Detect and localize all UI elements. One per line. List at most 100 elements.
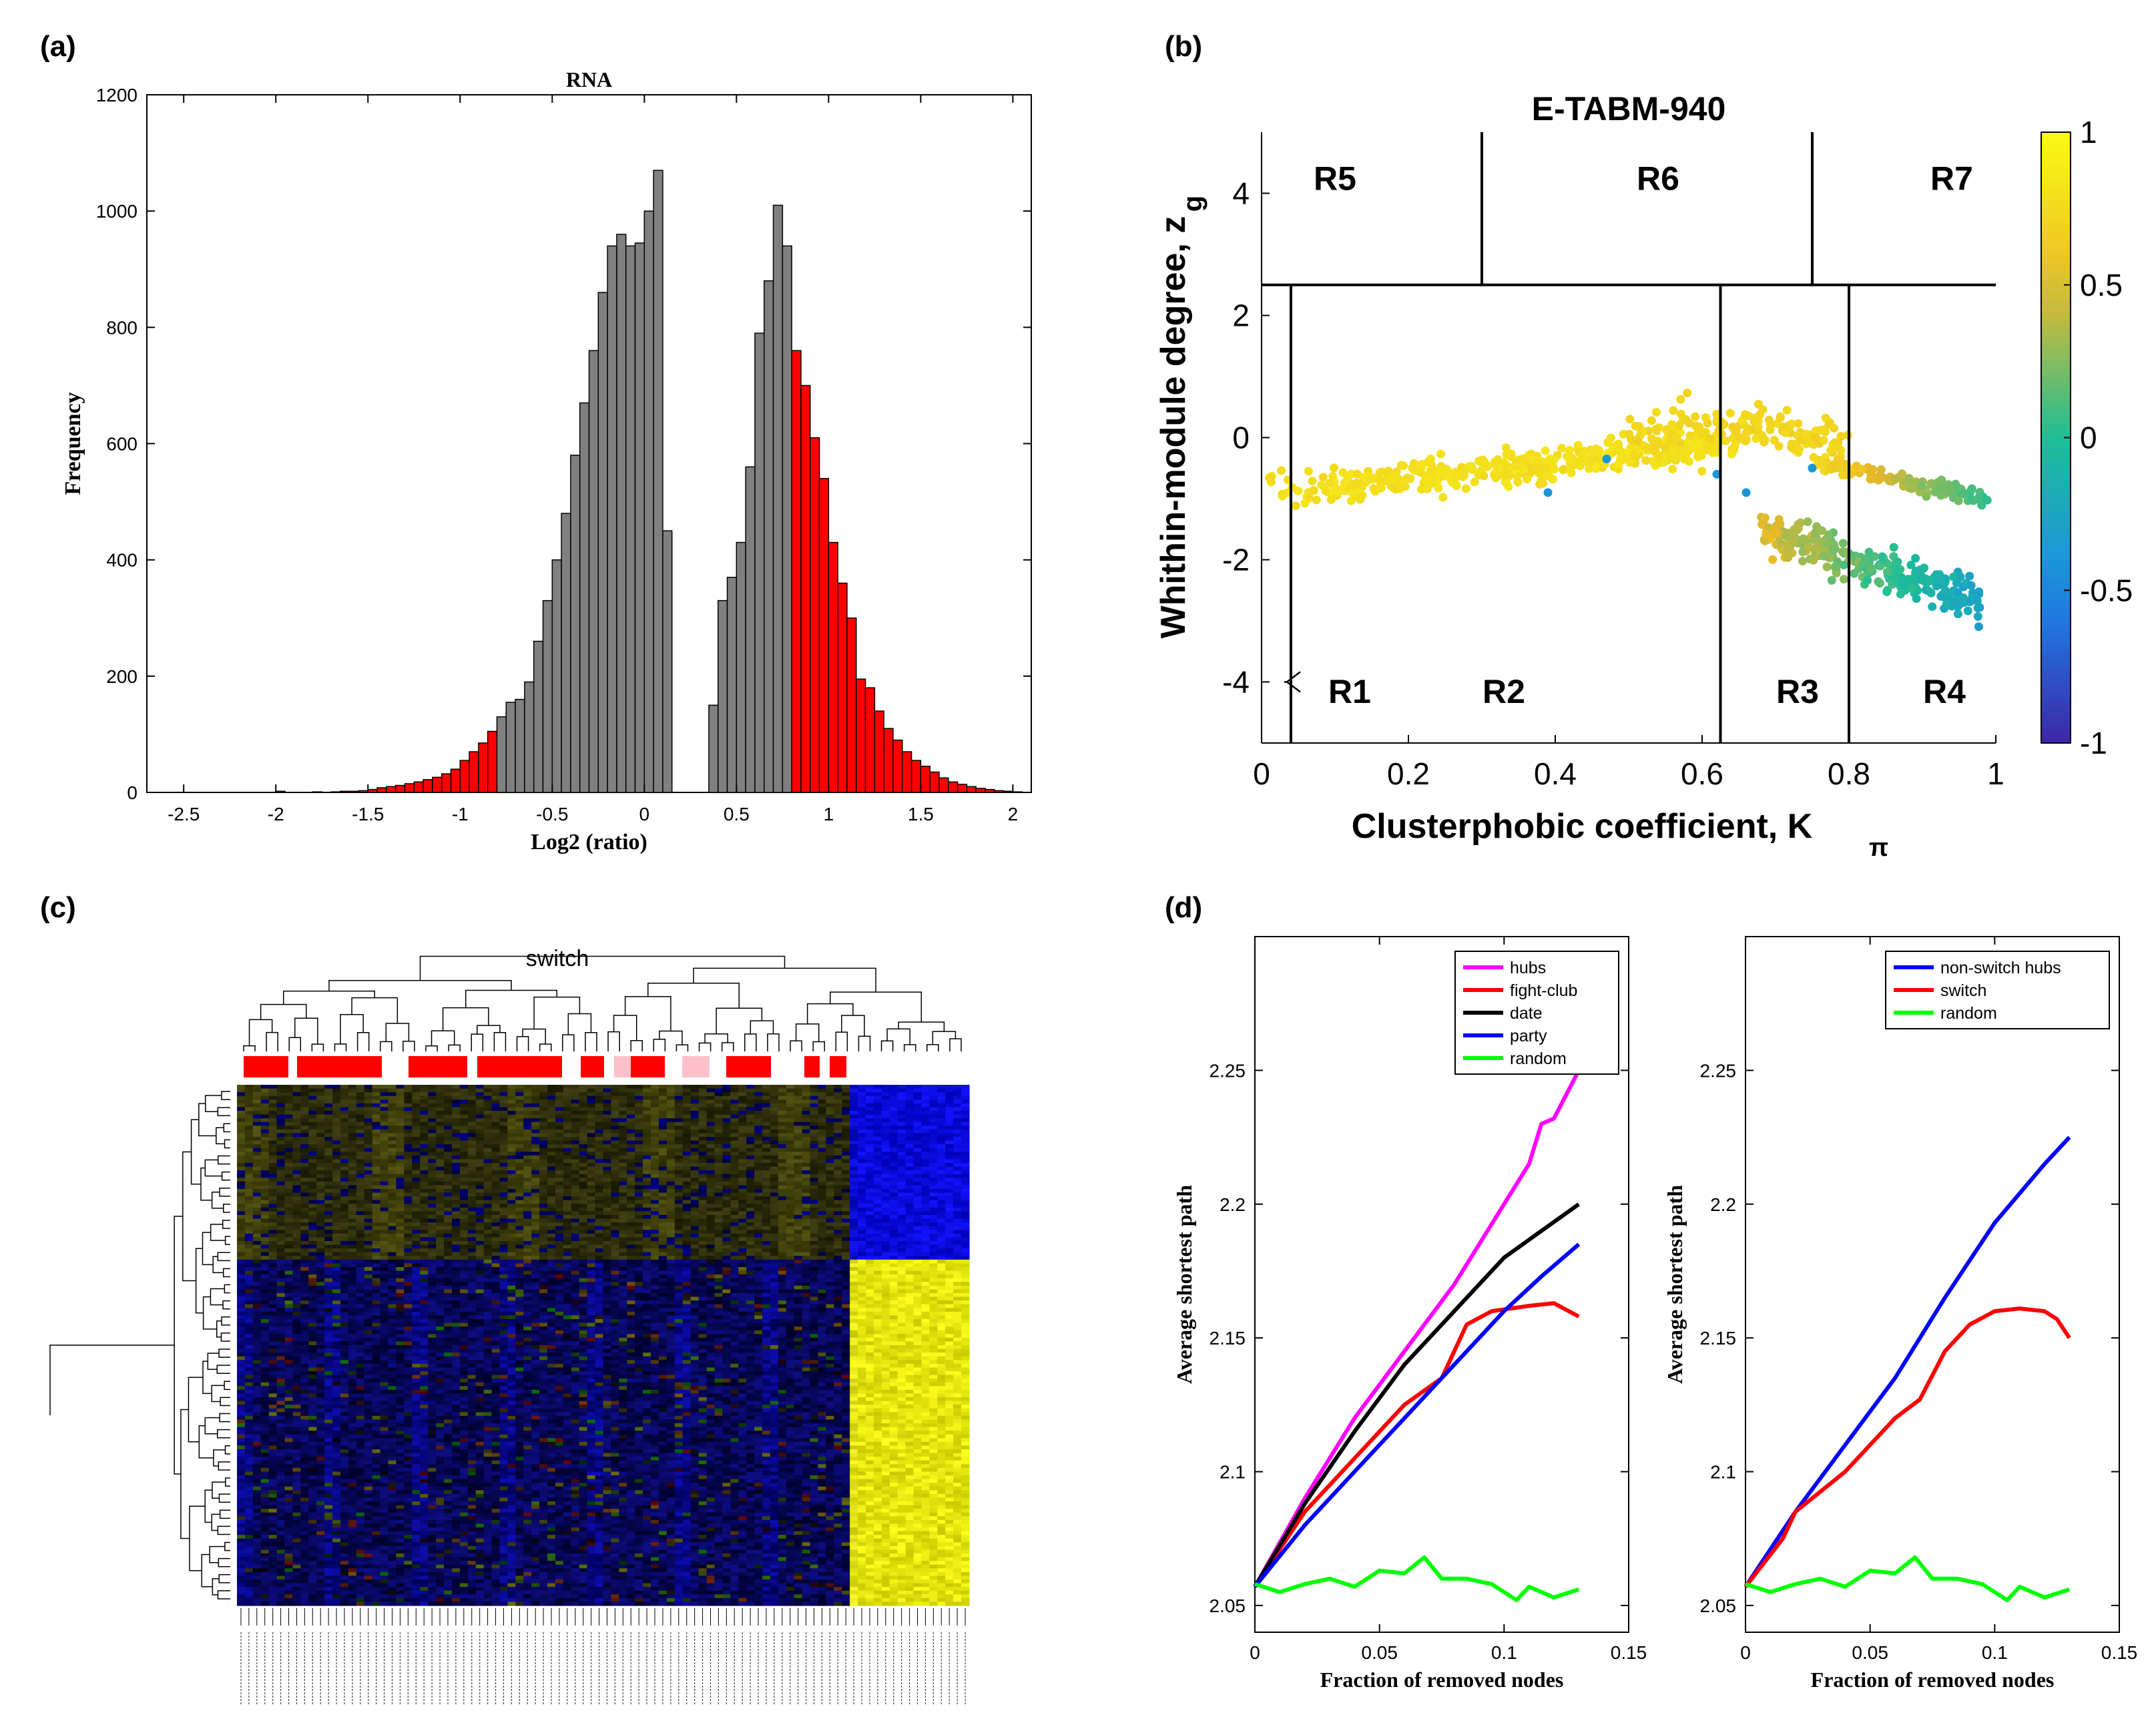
- heatmap-cell: [635, 1129, 643, 1134]
- heatmap-cell: [412, 1095, 421, 1100]
- heatmap-cell: [531, 1215, 540, 1220]
- heatmap-cell: [364, 1196, 373, 1201]
- scatter-point: [1312, 495, 1321, 505]
- heatmap-cell: [260, 1185, 270, 1190]
- heatmap-cell: [340, 1159, 349, 1164]
- heatmap-cell: [834, 1159, 842, 1164]
- heatmap-cell: [531, 1088, 540, 1093]
- heatmap-cell: [372, 1144, 381, 1149]
- scatter-point: [1427, 461, 1436, 470]
- heatmap-cell: [698, 1189, 708, 1194]
- heatmap-cell: [436, 1174, 445, 1178]
- heatmap-cell: [873, 1181, 882, 1186]
- scatter-point: [1827, 575, 1836, 585]
- heatmap-cell: [961, 1230, 970, 1234]
- scatter-point: [1766, 425, 1775, 435]
- heatmap-cell: [698, 1140, 708, 1145]
- heatmap-cell: [483, 1118, 493, 1123]
- heatmap-cell: [332, 1211, 341, 1216]
- heatmap-cell: [237, 1140, 246, 1145]
- heatmap-cell: [300, 1233, 309, 1238]
- heatmap-cell: [380, 1107, 389, 1112]
- scatter-point: [1876, 561, 1885, 571]
- heatmap-cell: [643, 1155, 651, 1160]
- heatmap-cell: [491, 1122, 501, 1126]
- heatmap-cell: [754, 1230, 763, 1234]
- heatmap-cell: [451, 1218, 461, 1223]
- scatter-point: [1863, 575, 1872, 585]
- heatmap-cell: [340, 1152, 349, 1156]
- heatmap-cell: [428, 1215, 437, 1220]
- heatmap-cell: [396, 1218, 405, 1223]
- heatmap-cell: [714, 1181, 723, 1186]
- heatmap-cell: [380, 1207, 389, 1212]
- heatmap-cell: [372, 1155, 381, 1160]
- heatmap-cell: [945, 1144, 954, 1149]
- heatmap-cell: [802, 1092, 811, 1097]
- heatmap-cell: [451, 1092, 461, 1097]
- heatmap-cell: [603, 1111, 612, 1116]
- heatmap-cell: [579, 1207, 588, 1212]
- heatmap-cell: [722, 1192, 731, 1197]
- heatmap-cell: [778, 1230, 787, 1234]
- heatmap-cell: [690, 1207, 700, 1212]
- heatmap-cell: [284, 1207, 294, 1212]
- heatmap-cell: [499, 1218, 509, 1223]
- heatmap-cell: [459, 1118, 469, 1123]
- heatmap-cell: [507, 1129, 516, 1134]
- heatmap-cell: [467, 1226, 477, 1230]
- heatmap-cell: [834, 1137, 842, 1142]
- heatmap-cell: [555, 1181, 564, 1186]
- heatmap-cell: [571, 1088, 580, 1093]
- heatmap-cell: [308, 1122, 317, 1126]
- heatmap-cell: [905, 1170, 914, 1175]
- scatter-point: [1377, 467, 1386, 477]
- heatmap-cell: [260, 1192, 270, 1197]
- heatmap-cell: [364, 1218, 373, 1223]
- scatter-point: [1341, 477, 1350, 486]
- heatmap-cell: [921, 1185, 930, 1190]
- heatmap-cell: [603, 1207, 612, 1212]
- heatmap-cell: [388, 1211, 397, 1216]
- heatmap-cell: [858, 1095, 866, 1100]
- heatmap-cell: [643, 1103, 651, 1108]
- histogram-bar: [846, 618, 857, 793]
- heatmap-cell: [746, 1085, 755, 1089]
- heatmap-cell: [364, 1181, 373, 1186]
- heatmap-cell: [738, 1107, 747, 1112]
- heatmap-cell: [961, 1129, 970, 1134]
- heatmap-cell: [818, 1095, 826, 1100]
- heatmap-cell: [507, 1118, 516, 1123]
- heatmap-cell: [794, 1174, 803, 1178]
- scatter-point: [1572, 459, 1581, 468]
- heatmap-cell: [284, 1144, 294, 1149]
- heatmap-cell: [364, 1204, 373, 1208]
- heatmap-cell: [284, 1211, 294, 1216]
- heatmap-cell: [658, 1103, 667, 1108]
- histogram-bar: [505, 702, 516, 793]
- heatmap-cell: [881, 1085, 890, 1089]
- heatmap-cell: [953, 1170, 962, 1175]
- heatmap-cell: [635, 1189, 643, 1194]
- heatmap-cell: [730, 1207, 739, 1212]
- heatmap-cell: [674, 1088, 684, 1093]
- heatmap-cell: [356, 1233, 365, 1238]
- heatmap-cell: [786, 1211, 795, 1216]
- scatter-point: [1396, 461, 1406, 470]
- heatmap-cell: [762, 1222, 771, 1227]
- heatmap-cell: [499, 1181, 509, 1186]
- heatmap-cell: [531, 1140, 540, 1145]
- scatter-point: [1304, 467, 1313, 476]
- heatmap-cell: [738, 1207, 747, 1212]
- heatmap-cell: [937, 1152, 946, 1156]
- heatmap-cell: [897, 1185, 906, 1190]
- heatmap-cell: [778, 1155, 787, 1160]
- scatter-point: [1798, 557, 1808, 566]
- scatter-point: [1933, 478, 1942, 487]
- heatmap-cell: [674, 1204, 684, 1208]
- scatter-point: [1839, 575, 1848, 584]
- heatmap-cell: [547, 1144, 556, 1149]
- heatmap-cell: [284, 1218, 294, 1223]
- heatmap-cell: [651, 1189, 659, 1194]
- heatmap-cell: [937, 1114, 946, 1119]
